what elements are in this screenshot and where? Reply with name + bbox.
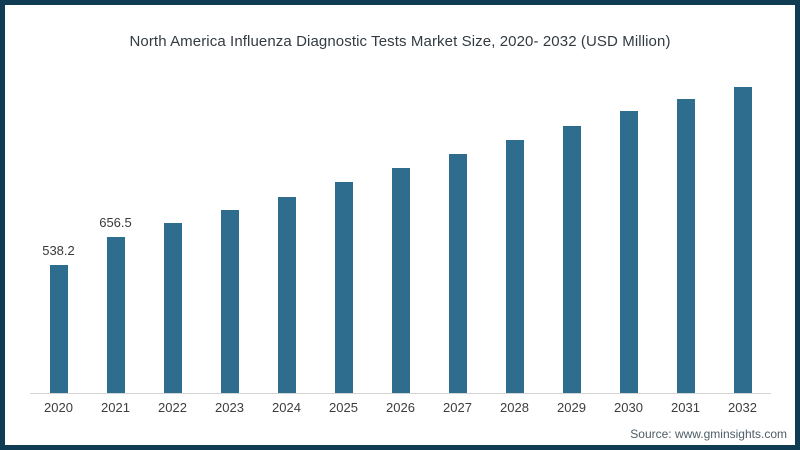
bar-cell-2030: [600, 57, 657, 393]
x-tick-label-2029: 2029: [557, 400, 586, 415]
source-attribution: Source: www.gminsights.com: [630, 427, 787, 441]
bar-value-label-2021: 656.5: [99, 215, 132, 230]
x-tick-label-2020: 2020: [44, 400, 73, 415]
bar-2031: [676, 99, 695, 393]
bar-cell-2028: [486, 57, 543, 393]
bar-2026: [391, 168, 410, 393]
bar-cell-2032: [714, 57, 771, 393]
bar-2021: [106, 237, 125, 393]
x-tick-label-2024: 2024: [272, 400, 301, 415]
bar-cell-2027: [429, 57, 486, 393]
bar-2029: [562, 126, 581, 393]
x-tick-label-2022: 2022: [158, 400, 187, 415]
bar-2020: [49, 265, 68, 393]
bar-2030: [619, 111, 638, 393]
x-tick-label-2027: 2027: [443, 400, 472, 415]
bar-cell-2025: [315, 57, 372, 393]
bar-2032: [733, 87, 752, 393]
x-tick-label-2026: 2026: [386, 400, 415, 415]
x-tick-label-2028: 2028: [500, 400, 529, 415]
bar-2027: [448, 154, 467, 393]
bar-cell-2029: [543, 57, 600, 393]
x-axis-line: [30, 393, 771, 394]
bar-cell-2022: [144, 57, 201, 393]
x-axis-ticks: 2020 2021 2022 2023 2024 2025 2026 2027 2028 2029…: [30, 400, 771, 415]
bar-2022: [163, 223, 182, 393]
bar-cell-2026: [372, 57, 429, 393]
bar-2028: [505, 140, 524, 393]
chart-title: North America Influenza Diagnostic Tests…: [129, 33, 671, 50]
bar-2023: [220, 210, 239, 393]
bar-value-label-2020: 538.2: [42, 243, 75, 258]
x-tick-label-2021: 2021: [101, 400, 130, 415]
bar-cell-2023: [201, 57, 258, 393]
bar-2025: [334, 182, 353, 393]
x-tick-label-2032: 2032: [728, 400, 757, 415]
x-tick-label-2030: 2030: [614, 400, 643, 415]
x-tick-label-2031: 2031: [671, 400, 700, 415]
bar-cell-2020: 538.2: [30, 57, 87, 393]
bar-2024: [277, 197, 296, 393]
bar-cell-2031: [657, 57, 714, 393]
x-tick-label-2025: 2025: [329, 400, 358, 415]
bar-cell-2024: [258, 57, 315, 393]
bar-cell-2021: 656.5: [87, 57, 144, 393]
bars-row: 538.2 656.5: [30, 57, 771, 393]
x-tick-label-2023: 2023: [215, 400, 244, 415]
